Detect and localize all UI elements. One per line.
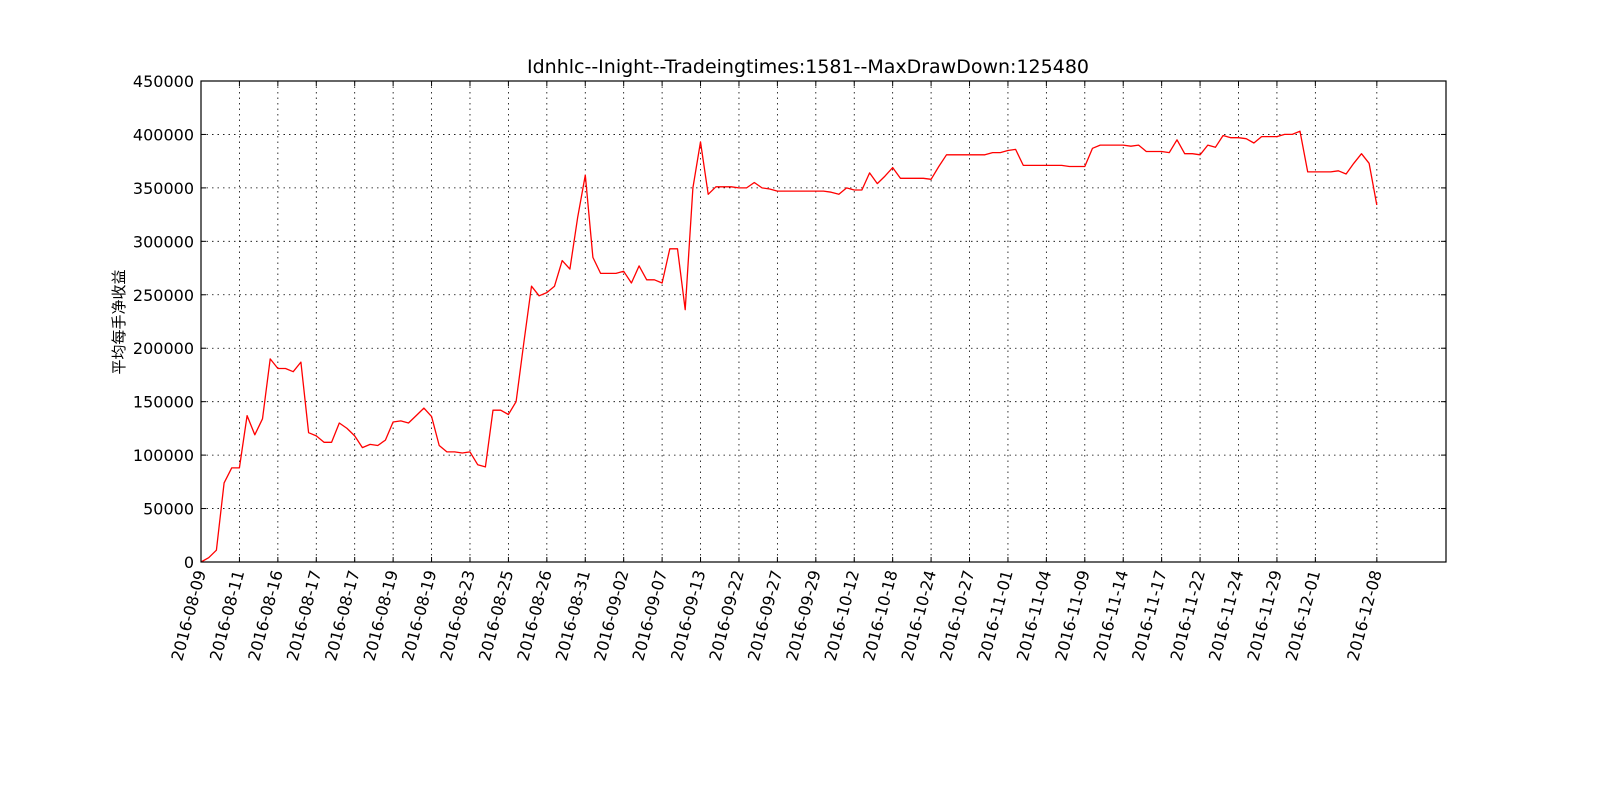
x-tick-label: 2016-11-22 bbox=[1167, 568, 1209, 663]
x-tick-label: 2016-08-25 bbox=[475, 568, 517, 663]
x-tick-label: 2016-11-24 bbox=[1205, 568, 1247, 663]
x-tick-label: 2016-11-04 bbox=[1013, 568, 1055, 663]
x-tick-label: 2016-11-17 bbox=[1128, 568, 1170, 663]
y-tick-label: 400000 bbox=[133, 125, 194, 144]
x-tick-label: 2016-11-29 bbox=[1243, 568, 1285, 663]
chart-title: Idnhlc--Inight--Tradeingtimes:1581--MaxD… bbox=[527, 56, 1089, 78]
x-tick-label: 2016-08-19 bbox=[398, 568, 440, 663]
x-tick-label: 2016-09-27 bbox=[744, 568, 786, 663]
x-tick-label: 2016-12-08 bbox=[1343, 568, 1385, 663]
x-tick-label: 2016-11-14 bbox=[1090, 568, 1132, 663]
x-axis-ticks: 2016-08-092016-08-112016-08-162016-08-17… bbox=[167, 81, 1386, 663]
series-layer bbox=[200, 130, 1378, 563]
gridlines bbox=[201, 81, 1446, 562]
y-tick-label: 150000 bbox=[133, 393, 194, 412]
x-tick-label: 2016-10-27 bbox=[936, 568, 978, 663]
x-tick-label: 2016-10-18 bbox=[859, 568, 901, 663]
x-tick-label: 2016-09-02 bbox=[590, 568, 632, 663]
y-tick-label: 50000 bbox=[143, 500, 194, 519]
x-tick-label: 2016-08-09 bbox=[167, 568, 209, 663]
x-tick-label: 2016-08-19 bbox=[360, 568, 402, 663]
y-tick-label: 200000 bbox=[133, 339, 194, 358]
x-tick-label: 2016-08-31 bbox=[552, 568, 594, 663]
y-tick-label: 250000 bbox=[133, 286, 194, 305]
x-tick-label: 2016-12-01 bbox=[1282, 568, 1324, 663]
y-tick-label: 100000 bbox=[133, 446, 194, 465]
x-tick-label: 2016-08-11 bbox=[206, 568, 248, 663]
y-tick-label: 350000 bbox=[133, 179, 194, 198]
x-tick-label: 2016-11-09 bbox=[1051, 568, 1093, 663]
series-line-0 bbox=[200, 130, 1378, 563]
y-tick-label: 300000 bbox=[133, 232, 194, 251]
plot-frame bbox=[200, 80, 1447, 563]
x-tick-label: 2016-08-23 bbox=[436, 568, 478, 663]
x-tick-label: 2016-08-17 bbox=[321, 568, 363, 663]
x-tick-label: 2016-09-13 bbox=[667, 568, 709, 663]
y-axis-label: 平均每手净收益 bbox=[110, 269, 128, 374]
x-tick-label: 2016-09-29 bbox=[782, 568, 824, 663]
x-tick-label: 2016-08-17 bbox=[283, 568, 325, 663]
x-tick-label: 2016-09-22 bbox=[705, 568, 747, 663]
x-tick-label: 2016-10-12 bbox=[821, 568, 863, 663]
x-tick-label: 2016-08-26 bbox=[513, 568, 555, 663]
y-tick-label: 0 bbox=[184, 553, 194, 572]
x-tick-label: 2016-10-24 bbox=[898, 568, 940, 663]
x-tick-label: 2016-11-01 bbox=[974, 568, 1016, 663]
x-tick-label: 2016-08-16 bbox=[244, 568, 286, 663]
y-tick-label: 450000 bbox=[133, 72, 194, 91]
y-axis-ticks: 0 50000 100000 150000 200000 250000 300000 3500… bbox=[133, 72, 1446, 572]
x-tick-label: 2016-09-07 bbox=[629, 568, 671, 663]
